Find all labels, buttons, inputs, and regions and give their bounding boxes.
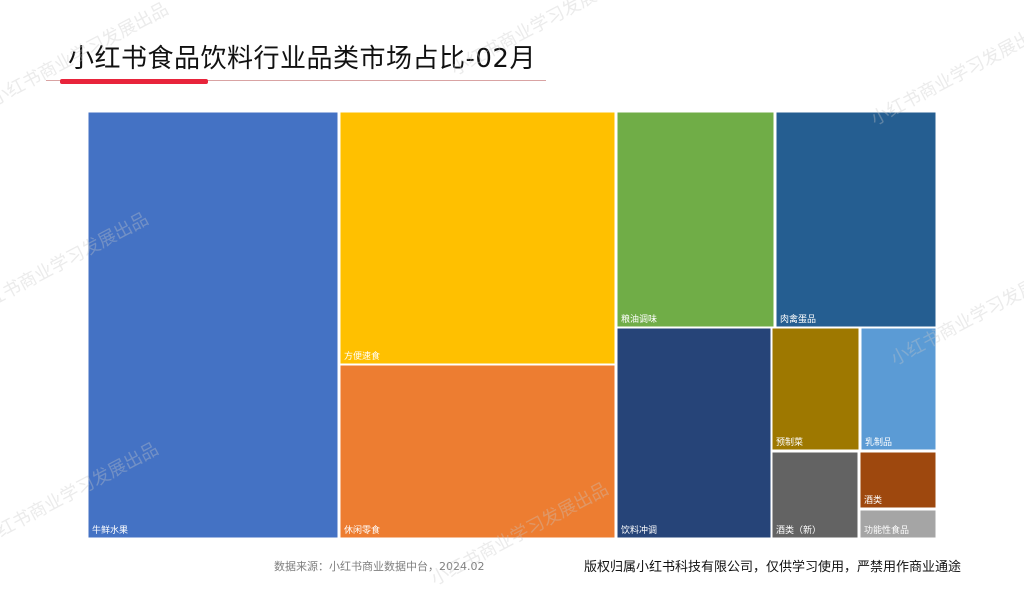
page-title: 小红书食品饮料行业品类市场占比-02月 — [68, 44, 536, 74]
treemap-label-liquor-new: 酒类（新） — [776, 524, 821, 536]
treemap-label-liquor: 酒类 — [864, 494, 882, 506]
copyright-note: 版权归属小红书科技有限公司，仅供学习使用，严禁用作商业通途 — [584, 560, 962, 575]
title-underline — [46, 80, 546, 81]
treemap-label-instant-food: 方便速食 — [344, 350, 380, 362]
treemap-label-prepared-dishes: 预制菜 — [776, 436, 803, 448]
treemap-label-fresh-fruit: 牛鲜水果 — [92, 524, 128, 536]
treemap-cell-functional-food — [859, 509, 937, 539]
treemap-cell-prepared-dishes — [771, 327, 860, 451]
data-source-note: 数据来源：小红书商业数据中台，2024.02 — [274, 560, 485, 573]
treemap-cell-meat-poultry-egg — [775, 111, 937, 328]
treemap-cell-grain-oil-seasoning — [616, 111, 775, 328]
treemap-cell-liquor — [859, 451, 937, 509]
treemap-cell-dairy — [860, 327, 937, 451]
treemap-cell-beverage-brew — [616, 327, 772, 539]
treemap-cell-instant-food — [339, 111, 616, 365]
title-accent-bar — [60, 79, 208, 84]
treemap-label-functional-food: 功能性食品 — [864, 524, 909, 536]
treemap-label-beverage-brew: 饮料冲调 — [621, 524, 657, 536]
treemap-cell-liquor-new — [771, 451, 859, 539]
treemap-label-grain-oil-seasoning: 粮油调味 — [621, 313, 657, 325]
treemap-label-meat-poultry-egg: 肉禽蛋品 — [780, 313, 816, 325]
treemap-label-snacks: 休闲零食 — [344, 524, 380, 536]
treemap-cell-snacks — [339, 364, 616, 539]
treemap-cell-fresh-fruit — [87, 111, 339, 539]
treemap-label-dairy: 乳制品 — [865, 436, 892, 448]
